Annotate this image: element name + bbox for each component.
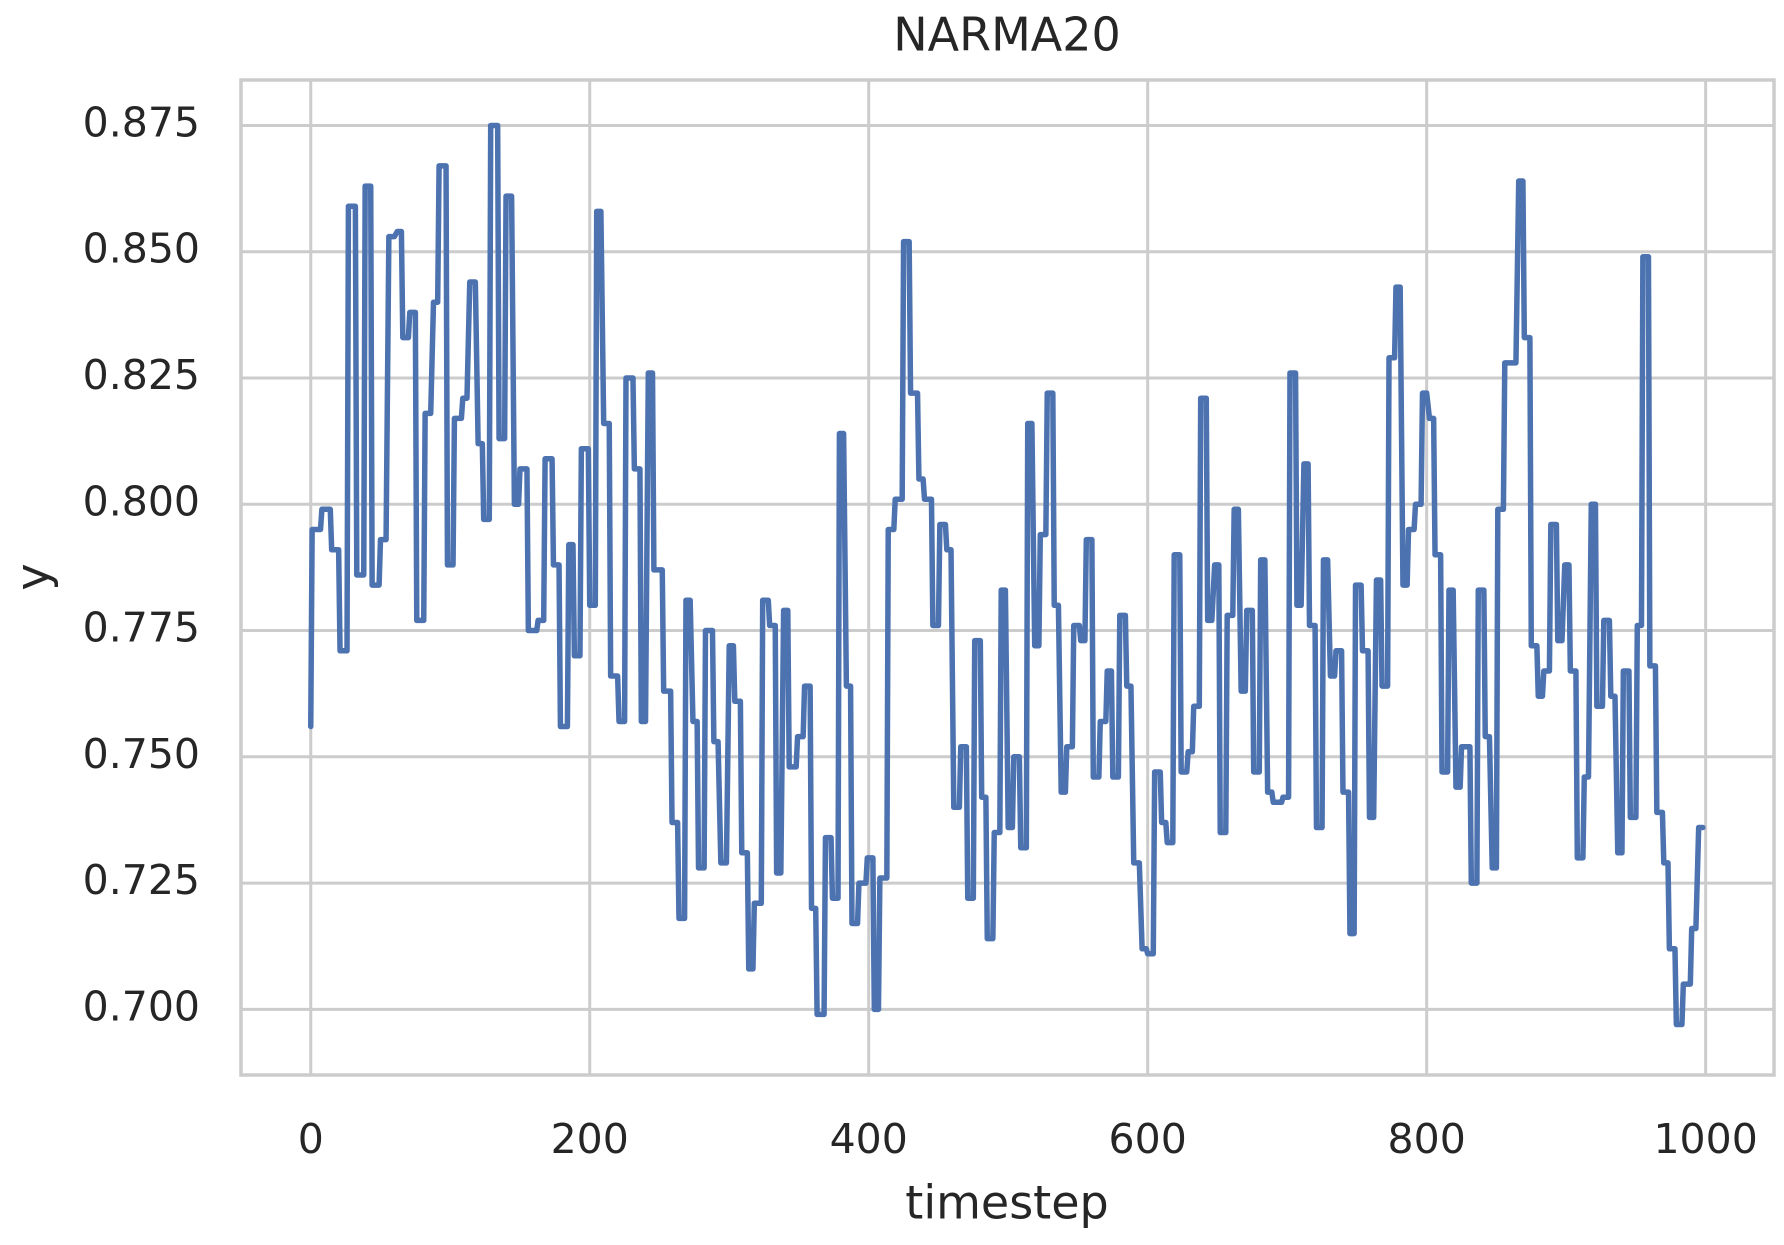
y-tick-label: 0.825	[83, 351, 200, 399]
y-tick-label: 0.700	[83, 982, 200, 1030]
x-tick-label: 1000	[1653, 1115, 1757, 1163]
y-tick-label: 0.775	[83, 604, 200, 652]
x-axis-label: timestep	[905, 1176, 1108, 1230]
x-tick-label: 400	[830, 1115, 908, 1163]
y-tick-label: 0.850	[83, 225, 200, 273]
y-tick-label: 0.750	[83, 730, 200, 778]
data-line	[308, 122, 1706, 1028]
x-tick-label: 600	[1109, 1115, 1187, 1163]
x-tick-label: 200	[551, 1115, 629, 1163]
y-tick-label: 0.800	[83, 477, 200, 525]
grid	[241, 80, 1774, 1075]
y-axis-label: y	[6, 563, 60, 590]
x-tick-label: 800	[1388, 1115, 1466, 1163]
x-tick-label: 0	[298, 1115, 324, 1163]
plot-frame	[239, 78, 1776, 1077]
y-tick-label: 0.875	[83, 98, 200, 146]
y-tick-label: 0.725	[83, 856, 200, 904]
chart-title: NARMA20	[893, 8, 1121, 62]
